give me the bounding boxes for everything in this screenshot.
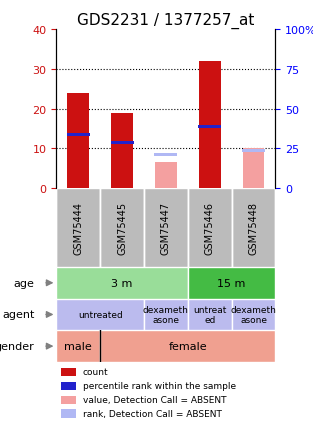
- Text: GSM75448: GSM75448: [249, 201, 259, 254]
- Bar: [61, 396, 76, 404]
- FancyBboxPatch shape: [232, 188, 275, 267]
- Bar: [154, 153, 177, 156]
- Bar: [67, 134, 90, 136]
- Bar: [198, 126, 221, 128]
- Text: rank, Detection Call = ABSENT: rank, Detection Call = ABSENT: [83, 409, 222, 418]
- FancyBboxPatch shape: [56, 331, 100, 362]
- Bar: [199, 62, 221, 188]
- Text: age: age: [13, 278, 34, 288]
- Text: male: male: [64, 342, 92, 351]
- FancyBboxPatch shape: [56, 188, 100, 267]
- Bar: [243, 149, 264, 188]
- Text: 15 m: 15 m: [218, 278, 246, 288]
- Text: count: count: [83, 367, 108, 376]
- Title: GDS2231 / 1377257_at: GDS2231 / 1377257_at: [77, 13, 254, 29]
- Bar: [61, 382, 76, 390]
- FancyBboxPatch shape: [144, 188, 188, 267]
- Bar: [61, 368, 76, 376]
- Bar: [242, 149, 265, 152]
- FancyBboxPatch shape: [100, 188, 144, 267]
- Text: percentile rank within the sample: percentile rank within the sample: [83, 381, 236, 390]
- Bar: [61, 410, 76, 418]
- Text: value, Detection Call = ABSENT: value, Detection Call = ABSENT: [83, 395, 226, 404]
- Text: 3 m: 3 m: [111, 278, 133, 288]
- Text: agent: agent: [2, 310, 34, 320]
- FancyBboxPatch shape: [232, 299, 275, 331]
- Text: dexameth
asone: dexameth asone: [143, 305, 189, 324]
- Bar: [110, 141, 134, 145]
- Bar: [155, 163, 177, 188]
- FancyBboxPatch shape: [56, 267, 188, 299]
- FancyBboxPatch shape: [100, 331, 275, 362]
- Bar: [111, 113, 133, 188]
- Text: gender: gender: [0, 342, 34, 351]
- Text: untreated: untreated: [78, 310, 122, 319]
- Text: GSM75447: GSM75447: [161, 201, 171, 254]
- FancyBboxPatch shape: [188, 188, 232, 267]
- Text: GSM75446: GSM75446: [205, 201, 215, 254]
- Bar: [67, 94, 89, 188]
- Text: GSM75444: GSM75444: [73, 201, 83, 254]
- Text: female: female: [168, 342, 207, 351]
- Text: dexameth
asone: dexameth asone: [231, 305, 276, 324]
- FancyBboxPatch shape: [188, 299, 232, 331]
- FancyBboxPatch shape: [144, 299, 188, 331]
- Text: GSM75445: GSM75445: [117, 201, 127, 254]
- FancyBboxPatch shape: [188, 267, 275, 299]
- Text: untreat
ed: untreat ed: [193, 305, 226, 324]
- FancyBboxPatch shape: [56, 299, 144, 331]
